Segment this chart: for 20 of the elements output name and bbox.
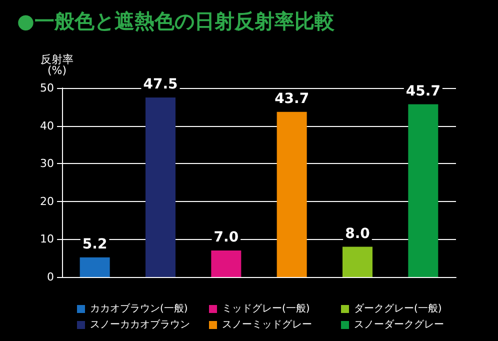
legend-label: スノーダークグレー — [354, 318, 444, 330]
y-tick-label: 10 — [40, 232, 54, 246]
y-tick-label: 30 — [40, 157, 54, 170]
y-tick-label: 50 — [40, 82, 54, 94]
legend-label: ミッドグレー(一般) — [222, 304, 310, 314]
text: 5.2 — [82, 236, 108, 252]
y-tick-label: 40 — [40, 119, 54, 132]
legend-label: ダークグレー(一般) — [354, 302, 442, 314]
legend-label: カカオブラウン(一般) — [90, 302, 188, 314]
text: 47.5 — [143, 76, 178, 92]
y-tick-label: 20 — [40, 194, 54, 208]
text: 8.0 — [345, 226, 370, 242]
text: 7.0 — [214, 230, 239, 246]
chart-title: ●一般色と遮熱色の日射反射率比較 — [17, 9, 336, 33]
text: 43.7 — [274, 90, 310, 107]
legend-label: スノーカカオブラウン — [90, 318, 190, 330]
y-axis-title: 反射率 (%) — [40, 53, 74, 77]
legend-label: スノーミッドグレー — [222, 320, 312, 330]
text: 45.7 — [406, 83, 440, 100]
y-tick-label: 0 — [47, 270, 54, 284]
